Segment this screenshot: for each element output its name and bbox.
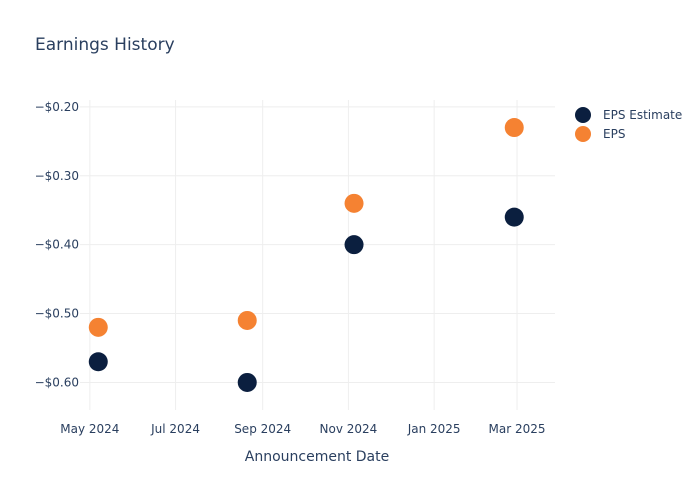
x-tick-label: Jul 2024 <box>150 422 200 436</box>
data-point-eps[interactable] <box>504 118 524 138</box>
legend-label: EPS <box>603 127 625 141</box>
legend-item-eps[interactable]: EPS <box>575 126 625 142</box>
x-axis-ticks: May 2024 Jul 2024 Sep 2024 Nov 2024 Jan 2025… <box>60 422 545 436</box>
data-point-eps-estimate[interactable] <box>344 235 364 255</box>
plot-area: −$0.20 −$0.30 −$0.40 −$0.50 −$0.60 May 2024 J… <box>35 100 555 436</box>
x-tick-label: May 2024 <box>60 422 119 436</box>
x-tick-label: Sep 2024 <box>234 422 291 436</box>
y-tick-label: −$0.60 <box>35 375 79 389</box>
x-tick-label: Nov 2024 <box>320 422 378 436</box>
legend-label: EPS Estimate <box>603 108 682 122</box>
data-point-eps-estimate[interactable] <box>88 352 108 372</box>
data-point-eps[interactable] <box>88 317 108 337</box>
legend-marker-eps-estimate <box>575 107 591 123</box>
data-point-eps-estimate[interactable] <box>237 372 257 392</box>
legend: EPS Estimate EPS <box>575 107 682 142</box>
y-axis-ticks: −$0.20 −$0.30 −$0.40 −$0.50 −$0.60 <box>35 100 79 390</box>
y-tick-label: −$0.30 <box>35 169 79 183</box>
data-point-eps[interactable] <box>237 310 257 330</box>
x-tick-label: Mar 2025 <box>489 422 546 436</box>
gridlines <box>80 100 555 410</box>
x-tick-label: Jan 2025 <box>407 422 461 436</box>
data-series <box>88 118 524 392</box>
series-eps <box>88 118 524 337</box>
x-axis-title: Announcement Date <box>245 449 389 465</box>
series-eps-estimate <box>88 207 524 392</box>
data-point-eps-estimate[interactable] <box>504 207 524 227</box>
chart-title: Earnings History <box>35 35 175 55</box>
y-tick-label: −$0.20 <box>35 100 79 114</box>
data-point-eps[interactable] <box>344 193 364 213</box>
y-tick-label: −$0.50 <box>35 307 79 321</box>
legend-marker-eps <box>575 126 591 142</box>
y-tick-label: −$0.40 <box>35 238 79 252</box>
legend-item-eps-estimate[interactable]: EPS Estimate <box>575 107 682 123</box>
